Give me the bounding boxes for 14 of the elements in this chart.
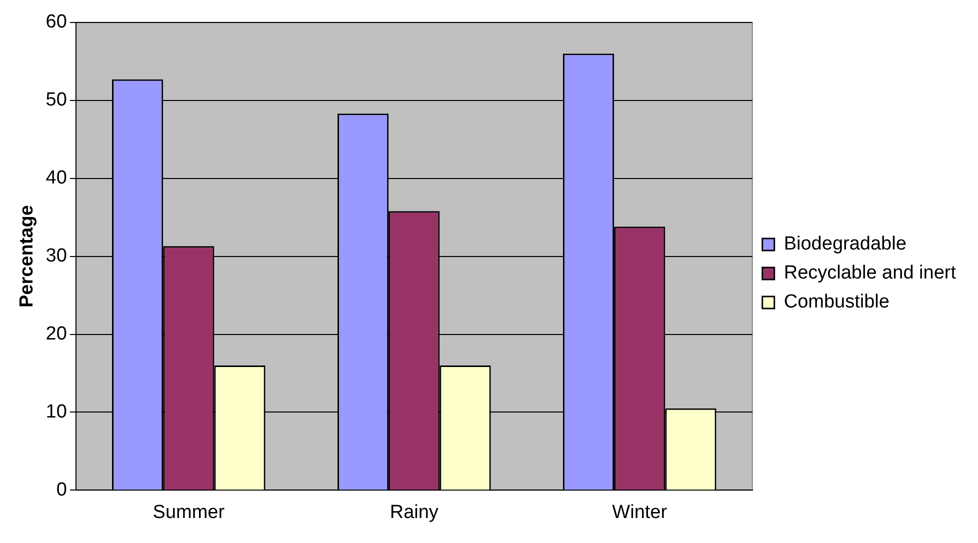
y-tick-label: 10 — [46, 401, 67, 422]
legend-label: Recyclable and inert — [784, 262, 957, 284]
y-tick-label: 0 — [56, 479, 67, 500]
y-tick-label: 40 — [46, 168, 67, 189]
y-axis-title: Percentage — [16, 205, 38, 308]
legend-label: Combustible — [784, 292, 890, 313]
y-tick-label: 30 — [46, 246, 67, 267]
x-tick-label: Summer — [152, 502, 226, 523]
y-tick-label: 60 — [46, 12, 67, 33]
y-tick-label: 20 — [46, 324, 67, 344]
legend-label: Biodegradable — [784, 234, 906, 255]
x-tick-label: Rainy — [390, 502, 439, 523]
y-tick-label: 50 — [46, 90, 67, 111]
x-tick-label: Winter — [612, 502, 668, 523]
